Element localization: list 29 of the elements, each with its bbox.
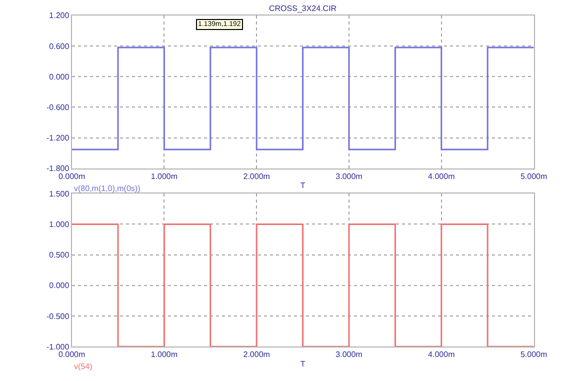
x-tick-label: 4.000m bbox=[428, 350, 456, 360]
y-tick-label: -0.500 bbox=[46, 312, 70, 321]
y-tick-label: -1.000 bbox=[46, 342, 70, 352]
x-tick-label: 5.000m bbox=[520, 350, 548, 360]
x-tick-label: 0.000m bbox=[58, 172, 86, 181]
y-tick-label: 0.500 bbox=[49, 250, 70, 260]
y-tick-label: 1.000 bbox=[49, 220, 70, 229]
y-tick-label: 0.000 bbox=[49, 281, 70, 290]
text: v(80,m(1,0),m(0s)) bbox=[74, 184, 141, 193]
y-tick-label: -1.200 bbox=[46, 134, 70, 143]
y-tick-label: -0.600 bbox=[46, 103, 70, 112]
x-tick-label: 2.000m bbox=[243, 350, 270, 360]
chart-title: CROSS_3X24.CIR bbox=[269, 4, 337, 13]
x-tick-label: 5.000m bbox=[520, 172, 548, 181]
x-tick-label: 2.000m bbox=[243, 172, 270, 181]
y-tick-label: 1.500 bbox=[49, 189, 70, 198]
x-axis-title: T bbox=[300, 181, 306, 190]
x-tick-label: 3.000m bbox=[336, 172, 363, 181]
y-tick-label: 0.000 bbox=[49, 72, 70, 82]
x-tick-label: 4.000m bbox=[428, 172, 456, 181]
y-tick-label: 0.600 bbox=[49, 42, 70, 51]
x-tick-label: 0.000m bbox=[58, 350, 86, 360]
x-axis-title: T bbox=[300, 359, 306, 368]
text: v(54) bbox=[74, 362, 93, 371]
x-tick-label: 1.000m bbox=[150, 350, 178, 360]
y-tick-label: 1.200 bbox=[49, 11, 70, 20]
x-tick-label: 1.000m bbox=[150, 172, 178, 181]
y-tick-label: -1.800 bbox=[46, 164, 70, 174]
x-tick-label: 3.000m bbox=[336, 350, 363, 360]
